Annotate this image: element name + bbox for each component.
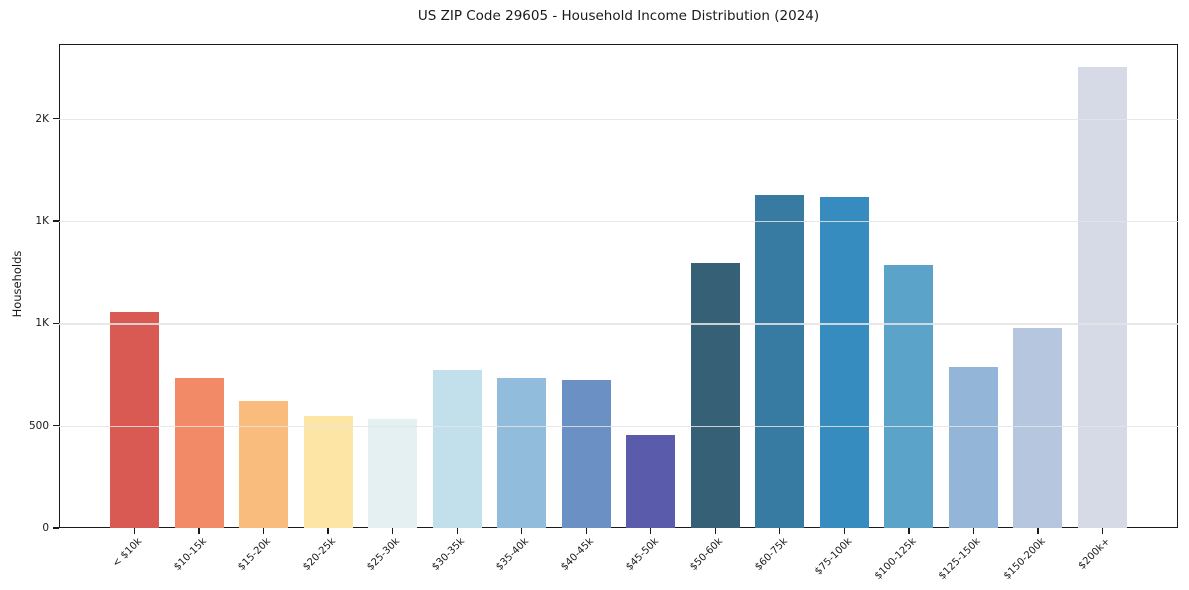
x-tick-mark xyxy=(585,528,587,534)
y-tick-mark xyxy=(53,220,59,222)
bar xyxy=(110,312,159,528)
bar xyxy=(1077,66,1127,528)
x-tick-label: $20-25k xyxy=(300,535,338,573)
x-tick-label: $125-150k xyxy=(937,535,984,582)
gridline xyxy=(59,221,1178,223)
y-tick-mark xyxy=(53,527,59,529)
bar xyxy=(819,196,869,528)
bar xyxy=(690,262,740,528)
x-tick-label: $25-30k xyxy=(365,535,403,573)
x-tick-label: $30-35k xyxy=(429,535,467,573)
x-tick-label: $40-45k xyxy=(559,535,596,573)
bar xyxy=(432,370,482,528)
x-tick-mark xyxy=(972,528,975,534)
x-tick-label: $150-200k xyxy=(1001,535,1048,582)
y-tick-label: 500 xyxy=(28,419,49,432)
x-tick-mark xyxy=(714,528,716,534)
y-tick-mark xyxy=(53,425,59,427)
bar xyxy=(948,367,998,528)
bar xyxy=(626,434,676,528)
x-tick-mark xyxy=(262,528,265,534)
x-tick-label: $35-40k xyxy=(494,535,532,573)
bar xyxy=(174,377,224,528)
bar xyxy=(561,379,611,528)
gridline xyxy=(59,118,1178,120)
x-tick-mark xyxy=(1101,528,1104,534)
x-tick-mark xyxy=(327,528,329,534)
x-tick-label: < $10k xyxy=(110,535,145,570)
x-tick-mark xyxy=(456,528,458,534)
x-tick-mark xyxy=(1037,528,1039,534)
gridline xyxy=(59,323,1178,325)
x-tick-mark xyxy=(198,528,200,534)
y-tick-mark xyxy=(53,118,59,120)
y-tick-label: 0 xyxy=(42,522,49,534)
y-tick-label: 1K xyxy=(35,215,49,228)
x-tick-mark xyxy=(521,528,523,534)
x-tick-mark xyxy=(779,528,781,534)
x-tick-label: $75-100k xyxy=(812,535,855,577)
bar xyxy=(884,265,934,528)
x-tick-mark xyxy=(133,528,136,534)
gridline xyxy=(59,425,1178,427)
x-tick-mark xyxy=(908,528,910,534)
x-tick-mark xyxy=(391,528,394,534)
plot-area xyxy=(59,44,1178,528)
x-tick-label: $200k+ xyxy=(1076,535,1113,572)
y-tick-mark xyxy=(53,322,59,324)
bar xyxy=(1013,328,1063,528)
y-tick-label: 1K xyxy=(35,317,49,330)
x-tick-mark xyxy=(650,528,652,534)
bar xyxy=(755,195,805,528)
y-tick-label: 2K xyxy=(35,112,49,125)
chart-title: US ZIP Code 29605 - Household Income Dis… xyxy=(417,8,820,24)
x-tick-label: $50-60k xyxy=(688,535,726,573)
y-axis-title-text: Households xyxy=(10,250,24,318)
x-tick-label: $45-50k xyxy=(623,535,661,573)
bar xyxy=(497,377,547,528)
bar xyxy=(239,401,289,528)
x-tick-label: $15-20k xyxy=(236,535,274,573)
x-tick-mark xyxy=(843,528,845,534)
bar xyxy=(368,418,418,528)
x-tick-label: $60-75k xyxy=(752,535,790,573)
bar xyxy=(303,416,353,528)
x-tick-label: $10-15k xyxy=(171,535,209,573)
x-tick-label: $100-125k xyxy=(872,535,919,582)
